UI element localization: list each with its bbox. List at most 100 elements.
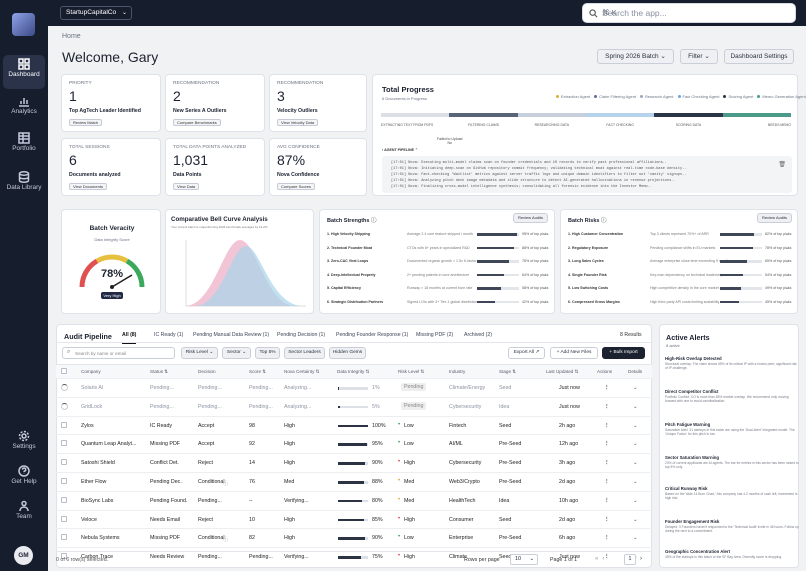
pagination-prev[interactable]: «‹ — [595, 556, 609, 562]
tab-pending-manual-review[interactable]: Pending Manual Data Review (1) — [193, 332, 270, 338]
table-row[interactable]: GridLock Pending... Pending... Pending... An… — [56, 396, 650, 415]
more-actions-icon[interactable]: ⋮ — [604, 460, 610, 467]
row-checkbox[interactable] — [61, 421, 67, 428]
chevron-down-icon[interactable]: ⌄ — [633, 460, 638, 467]
batch-select[interactable]: Spring 2026 Batch ⌄ — [597, 49, 674, 64]
row-checkbox[interactable] — [61, 496, 67, 503]
row-checkbox[interactable] — [61, 515, 67, 522]
sidebar-item-portfolio[interactable]: Portfolio — [3, 129, 45, 163]
table-row[interactable]: Veloce Needs Email Reject 10 High 85% • High Con… — [56, 509, 650, 528]
row-checkbox[interactable] — [61, 440, 67, 447]
table-row[interactable]: Zylos IC Ready Accept 98 High 100% • Low Fintech… — [56, 415, 650, 434]
more-actions-icon[interactable]: ⋮ — [604, 535, 610, 542]
chevron-down-icon[interactable]: ⌄ — [633, 441, 638, 448]
table-row[interactable]: BioSync Labs Pending Found. Pending... -- Ve… — [56, 490, 650, 509]
more-actions-icon[interactable]: ⋮ — [604, 441, 610, 448]
sidebar-item-analytics[interactable]: Analytics — [3, 92, 45, 126]
sector-leaders-filter[interactable]: Sector Leaders — [284, 347, 325, 359]
global-search[interactable]: Search the app... ⌘ K — [582, 3, 796, 23]
chevron-down-icon[interactable]: ⌄ — [786, 272, 790, 277]
chevron-down-icon[interactable]: ⌄ — [543, 232, 547, 236]
alert-item[interactable]: Sector Saturation Warning 23% of current … — [665, 455, 799, 469]
column-header-nova-certainty[interactable]: Nova Certainty ⇅ — [284, 369, 320, 374]
chevron-down-icon[interactable]: ⌄ — [633, 422, 638, 429]
chevron-down-icon[interactable]: ⌄ — [543, 272, 547, 277]
alert-item[interactable]: Critical Runway Risk Based on the 'slide … — [665, 486, 799, 500]
chevron-down-icon[interactable]: ⌄ — [543, 259, 547, 263]
column-header-company[interactable]: Company — [81, 369, 101, 374]
chevron-down-icon[interactable]: ⌄ — [786, 245, 790, 250]
more-actions-icon[interactable]: ⋮ — [604, 554, 610, 561]
table-row[interactable]: Satoshi Shield Conflict Det. Reject 14 High 9… — [56, 453, 650, 471]
table-row[interactable]: Ether Flow Pending Dec. Conditional 76 Med ⓘ 8… — [56, 472, 650, 490]
page-number[interactable]: 1 — [624, 554, 636, 565]
hidden-gems-filter[interactable]: Hidden Gems — [329, 347, 366, 359]
sidebar-item-data-library[interactable]: Data Library — [3, 168, 45, 202]
alert-item[interactable]: Geographic Concentration Alert 45% of the… — [665, 549, 799, 559]
alert-item[interactable]: Founder Engagement Risk Delayed: 3 Founde… — [665, 519, 799, 533]
chevron-down-icon[interactable]: ⌄ — [786, 286, 790, 290]
tab-ic-ready[interactable]: IC Ready (1) — [154, 332, 184, 338]
tab-archived[interactable]: Archived (2) — [464, 332, 492, 338]
review-audits-button[interactable]: Review Audits — [757, 213, 792, 223]
column-header-last-updated[interactable]: Last Updated ⇅ — [546, 369, 579, 374]
table-row[interactable]: Carbon Trace Needs Review Pending... Pendin… — [56, 547, 650, 565]
row-checkbox[interactable] — [61, 553, 67, 560]
top-5-filter[interactable]: Top 5% — [255, 347, 280, 359]
review-audits-button[interactable]: Review Audits — [513, 213, 548, 223]
tab-all[interactable]: All (8) — [122, 332, 137, 344]
audit-search-input[interactable]: ⌕ Search by name or email — [62, 347, 175, 359]
risk-level-filter[interactable]: Risk Level ⌄ — [181, 347, 218, 359]
column-header-score[interactable]: Score ⇅ — [249, 369, 267, 374]
column-header-risk-level[interactable]: Risk Level ⇅ — [398, 369, 425, 374]
chevron-down-icon[interactable]: ⌄ — [633, 535, 638, 542]
stat-action[interactable]: View Velocity Data — [277, 119, 319, 126]
chevron-down-icon[interactable]: ⌄ — [786, 259, 790, 263]
row-checkbox[interactable] — [61, 459, 67, 466]
chevron-down-icon[interactable]: ⌄ — [543, 299, 547, 304]
column-header-status[interactable]: Status ⇅ — [150, 369, 169, 374]
breadcrumb[interactable]: Home — [62, 33, 81, 40]
table-row[interactable]: Quantum Leap Analyt... Missing PDF Accept 9… — [56, 434, 650, 452]
alert-item[interactable]: Direct Competitor Conflict Portfolio Conf… — [665, 389, 799, 403]
select-all-checkbox[interactable] — [61, 368, 67, 374]
table-row[interactable]: Solaris AI Pending... Pending... Pending...… — [56, 378, 650, 396]
table-row[interactable]: Nebula Systems Missing PDF Conditional 82 Hi… — [56, 528, 650, 546]
more-actions-icon[interactable]: ⋮ — [604, 385, 610, 391]
more-actions-icon[interactable]: ⋮ — [604, 422, 610, 429]
chevron-down-icon[interactable]: ⌄ — [543, 245, 547, 250]
row-checkbox[interactable] — [61, 478, 67, 484]
sidebar-item-get-help[interactable]: Get Help — [3, 462, 45, 496]
trash-icon[interactable]: 🗑 — [778, 162, 786, 168]
alert-item[interactable]: High-Risk Overlap Detected Structural ove… — [665, 356, 799, 370]
tab-missing-pdf[interactable]: Missing PDF (2) — [416, 332, 454, 338]
rows-per-page-select[interactable]: 10 ⌄ — [510, 554, 538, 565]
stat-action[interactable]: View Data — [173, 183, 200, 190]
column-header-industry[interactable]: Industry — [449, 369, 466, 374]
chevron-down-icon[interactable]: ⌄ — [633, 403, 638, 410]
avatar[interactable]: GM — [14, 546, 33, 565]
more-actions-icon[interactable]: ⋮ — [604, 403, 610, 410]
stat-action[interactable]: Compare Scores — [277, 183, 316, 190]
more-actions-icon[interactable]: ⋮ — [604, 516, 610, 523]
sidebar-item-settings[interactable]: Settings — [3, 427, 45, 461]
column-header-data-integrity[interactable]: Data Integrity ⇅ — [337, 369, 370, 374]
column-header-stage[interactable]: Stage ⇅ — [499, 369, 517, 374]
chevron-down-icon[interactable]: ⌄ — [633, 385, 638, 391]
chevron-down-icon[interactable]: ⌄ — [786, 299, 790, 304]
more-actions-icon[interactable]: ⋮ — [604, 479, 610, 485]
filter-button[interactable]: Filter ⌄ — [680, 49, 718, 64]
tab-pending-decision[interactable]: Pending Decision (1) — [277, 332, 326, 338]
add-new-files-button[interactable]: + Add New Files — [550, 347, 598, 359]
bulk-import-button[interactable]: + Bulk Import — [602, 347, 645, 359]
sidebar-item-dashboard[interactable]: Dashboard — [3, 55, 45, 89]
export-all-button[interactable]: Export All ↗ — [508, 347, 545, 359]
stat-action[interactable]: View Documents — [69, 183, 107, 190]
chevron-down-icon[interactable]: ⌄ — [633, 497, 638, 504]
pagination-next[interactable]: › — [640, 556, 642, 562]
sidebar-item-team[interactable]: Team — [3, 497, 45, 531]
chevron-down-icon[interactable]: ⌄ — [543, 286, 547, 290]
stat-action[interactable]: Review Match — [69, 119, 103, 126]
app-logo[interactable] — [12, 13, 35, 36]
chevron-down-icon[interactable]: ⌄ — [633, 516, 638, 523]
